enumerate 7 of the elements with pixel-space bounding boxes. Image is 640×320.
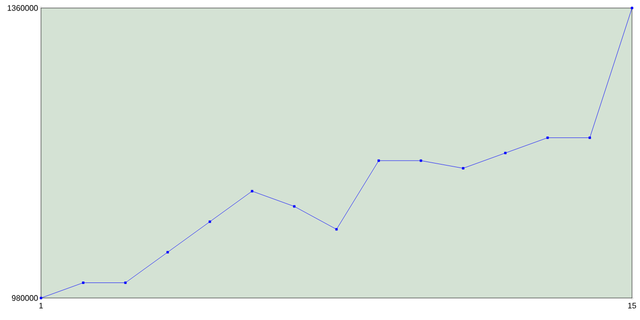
point [208, 220, 212, 223]
point [250, 190, 254, 192]
point [504, 152, 507, 154]
point [335, 228, 338, 231]
point [420, 159, 422, 162]
point [630, 6, 634, 10]
point [40, 296, 42, 300]
